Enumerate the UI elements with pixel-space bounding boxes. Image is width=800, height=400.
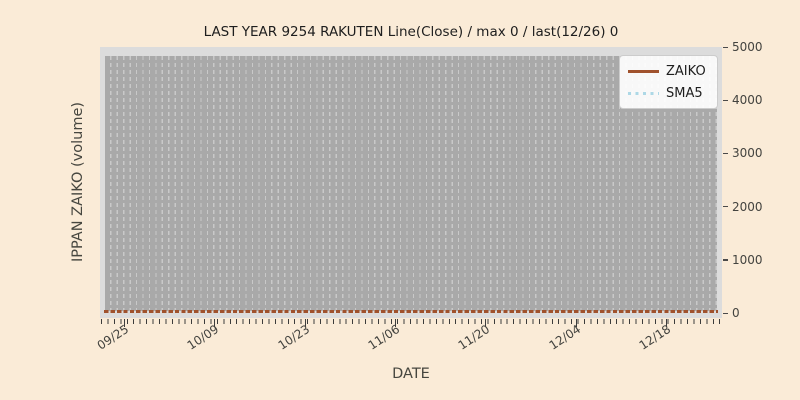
y-tick-mark (723, 99, 728, 101)
legend-item-sma5: SMA5 (628, 85, 709, 101)
legend-item-zaiko: ZAIKO (628, 63, 709, 79)
y-tick-mark (723, 259, 728, 261)
y-tick-mark (723, 152, 728, 155)
x-minor-ticks (101, 319, 721, 324)
y-tick-label: 4000 (732, 93, 763, 107)
y-tick-label: 0 (732, 306, 740, 320)
x-tick-label: 12/18 (636, 322, 674, 353)
x-major-tick (576, 319, 578, 327)
legend: ZAIKO SMA5 (619, 55, 718, 109)
x-tick-label: 11/20 (455, 322, 493, 353)
x-major-tick (666, 319, 668, 327)
y-tick-label: 2000 (732, 200, 763, 214)
x-major-tick (395, 319, 397, 327)
y-tick-mark (723, 312, 728, 314)
y-axis-label: IPPAN ZAIKO (volume) (70, 101, 86, 263)
x-major-tick (485, 319, 487, 327)
sma5-dotted-sample-icon (628, 91, 659, 95)
y-tick-label: 5000 (732, 40, 763, 54)
x-major-tick (214, 319, 216, 327)
x-tick-label: 10/09 (184, 322, 222, 353)
x-tick-label: 11/06 (365, 322, 403, 353)
y-tick-mark (723, 206, 728, 208)
chart-title: LAST YEAR 9254 RAKUTEN Line(Close) / max… (203, 24, 619, 40)
y-tick-label: 1000 (732, 253, 763, 267)
x-tick-label: 10/23 (275, 322, 313, 353)
x-axis-label: DATE (392, 366, 430, 382)
zaiko-line-sample-icon (628, 69, 659, 73)
legend-label: SMA5 (666, 85, 703, 101)
plot-area (105, 56, 717, 311)
y-tick-mark (723, 46, 728, 48)
x-tick-label: 09/25 (94, 322, 132, 353)
x-major-tick (305, 319, 307, 327)
zaiko-zero-line (104, 310, 718, 313)
y-tick-label: 3000 (732, 146, 763, 160)
x-tick-label: 12/04 (546, 322, 584, 353)
legend-label: ZAIKO (666, 63, 706, 79)
x-major-tick (124, 319, 126, 327)
